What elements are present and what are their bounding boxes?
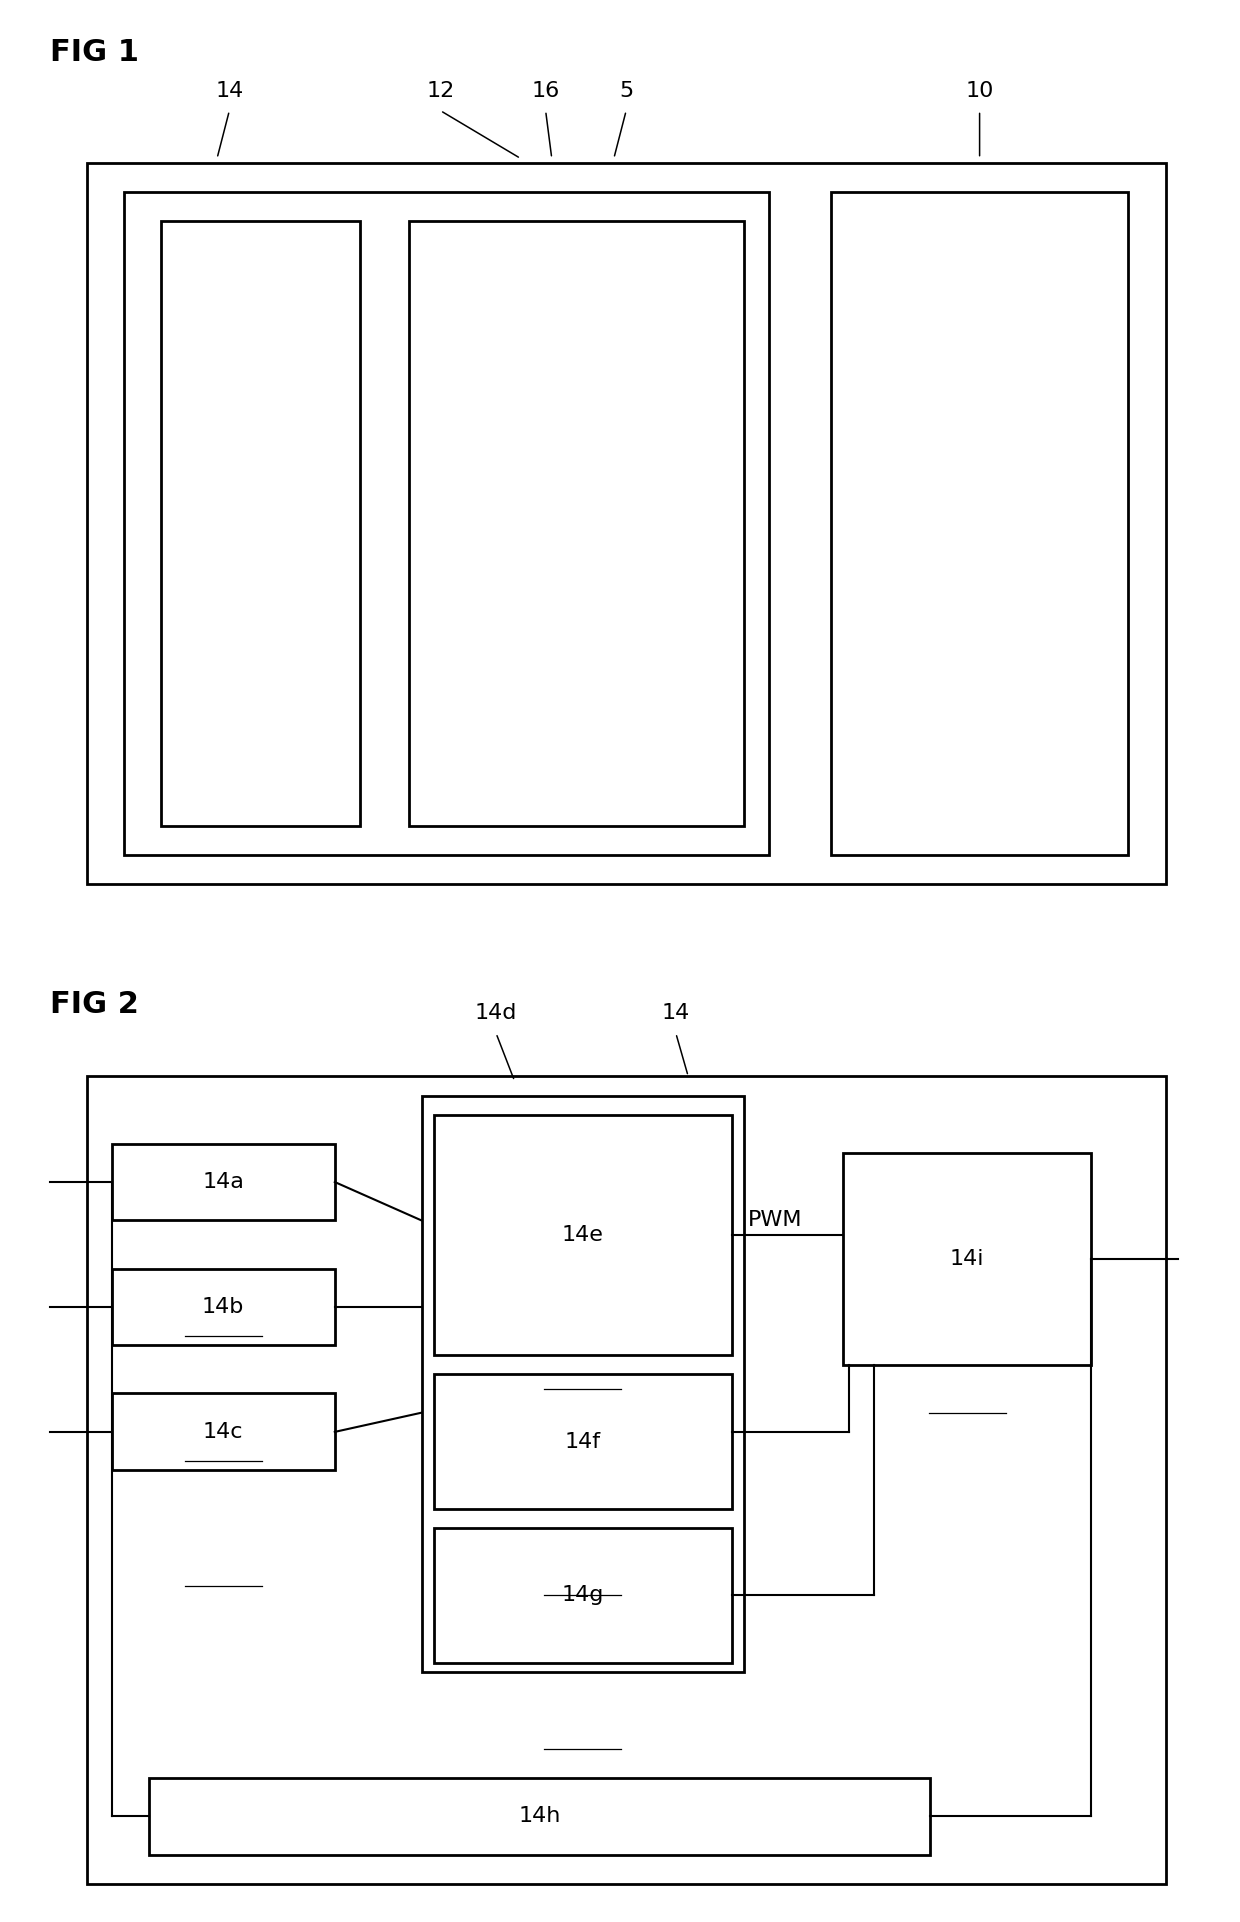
Bar	[843, 1153, 1091, 1365]
Text: 14g: 14g	[562, 1586, 604, 1605]
Bar	[831, 192, 1128, 855]
Text: PWM: PWM	[748, 1211, 802, 1230]
Text: 5: 5	[619, 81, 634, 100]
Bar	[434, 1374, 732, 1509]
Text: 14i: 14i	[950, 1249, 985, 1269]
Bar	[112, 1269, 335, 1345]
Text: 10: 10	[966, 81, 993, 100]
Text: 14d: 14d	[475, 1003, 517, 1023]
Text: 14e: 14e	[562, 1224, 604, 1245]
Bar	[87, 163, 1166, 884]
Bar	[87, 1076, 1166, 1884]
Text: 14a: 14a	[202, 1172, 244, 1192]
Text: 14: 14	[216, 81, 243, 100]
Bar	[422, 1096, 744, 1672]
Text: 14: 14	[662, 1003, 689, 1023]
Bar	[112, 1393, 335, 1470]
Text: 14b: 14b	[202, 1297, 244, 1317]
Bar	[434, 1115, 732, 1355]
Text: 14f: 14f	[564, 1432, 601, 1451]
Bar	[409, 221, 744, 826]
Bar	[149, 1778, 930, 1855]
Bar	[112, 1144, 335, 1220]
Text: 14h: 14h	[518, 1807, 560, 1826]
Bar	[434, 1528, 732, 1663]
Text: 12: 12	[427, 81, 454, 100]
Text: 16: 16	[532, 81, 559, 100]
Text: FIG 1: FIG 1	[50, 38, 139, 67]
Bar	[124, 192, 769, 855]
Bar	[161, 221, 360, 826]
Text: 14c: 14c	[203, 1422, 243, 1442]
Text: FIG 2: FIG 2	[50, 990, 139, 1019]
